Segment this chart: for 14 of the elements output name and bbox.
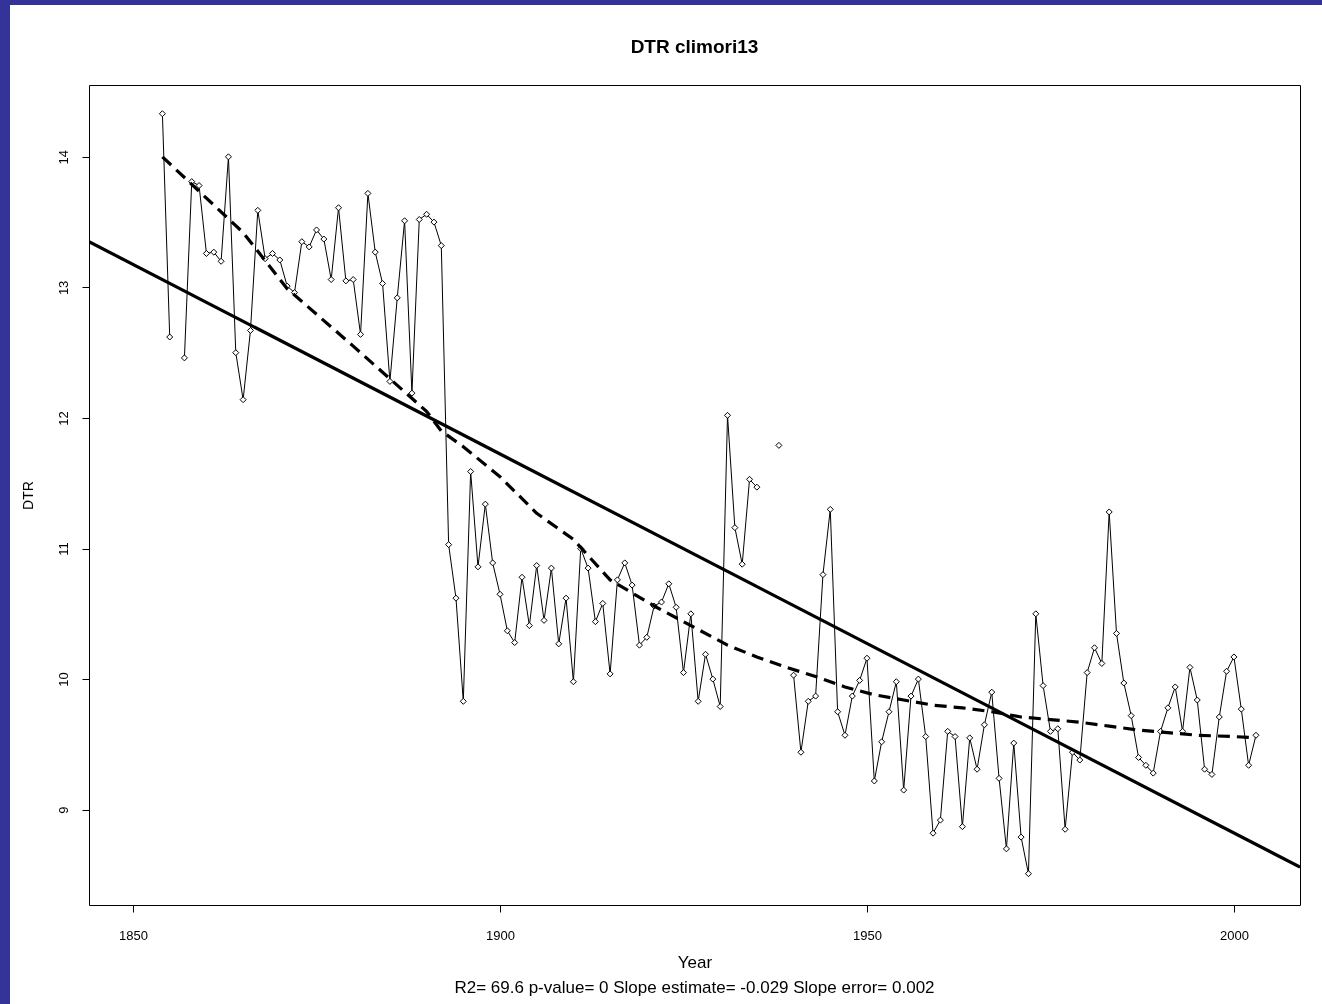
y-tick-label: 12: [55, 411, 71, 426]
x-axis-title: Year: [677, 952, 713, 972]
y-axis-title: DTR: [19, 481, 36, 510]
y-tick-label: 11: [55, 542, 71, 556]
y-tick-label: 13: [55, 280, 71, 296]
x-tick-label: 2000: [1219, 927, 1249, 943]
x-tick-label: 1950: [853, 927, 882, 943]
y-tick-label: 14: [55, 150, 71, 165]
chart-title: DTR climori13: [630, 36, 759, 57]
text: R2= 69.6 p-value= 0 Slope estimate= -0.029 Slope error= 0.002: [454, 978, 935, 997]
y-tick-label: 9: [55, 806, 71, 814]
x-tick-label: 1850: [119, 927, 148, 943]
y-tick-label: 10: [55, 672, 71, 687]
x-tick-label: 1900: [486, 927, 515, 943]
